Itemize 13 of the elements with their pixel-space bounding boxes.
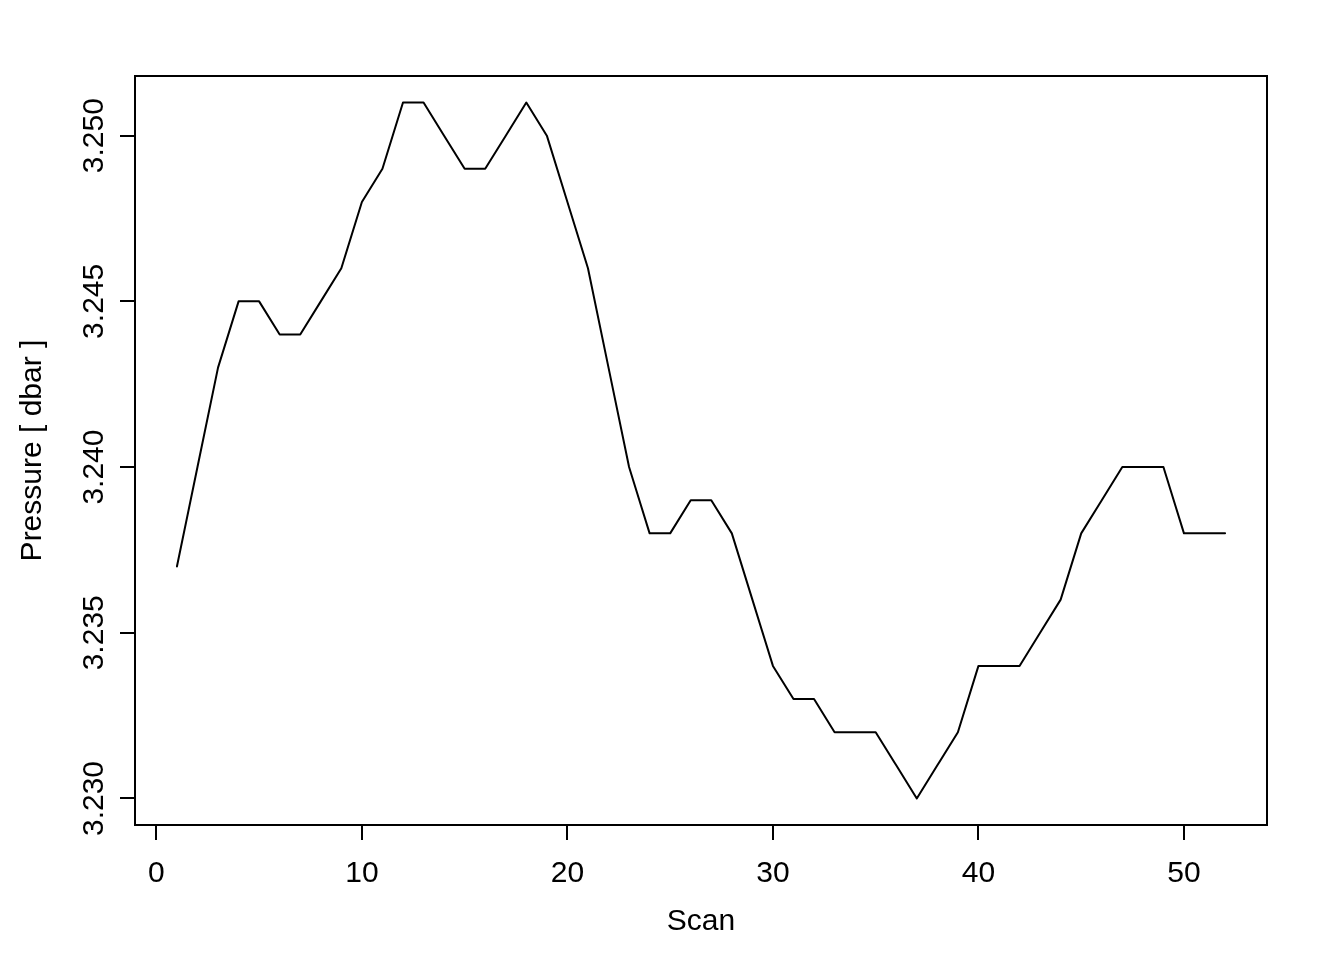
x-tick-label: 20 xyxy=(550,855,585,889)
y-tick-label: 3.250 xyxy=(76,98,109,174)
x-tick-label: 50 xyxy=(1167,855,1201,889)
y-tick-label: 3.235 xyxy=(76,595,109,671)
y-tick-label: 3.245 xyxy=(76,263,109,339)
x-tick-label: 40 xyxy=(961,855,996,889)
x-tick-label: 10 xyxy=(345,855,379,889)
x-axis-title: Scan xyxy=(666,903,736,937)
y-axis-title: Pressure [ dbar ] xyxy=(14,339,48,562)
y-tick-label: 3.240 xyxy=(76,429,109,505)
x-tick-label: 30 xyxy=(756,855,790,889)
x-tick-label: 0 xyxy=(148,855,165,889)
y-tick-label: 3.230 xyxy=(76,760,109,837)
